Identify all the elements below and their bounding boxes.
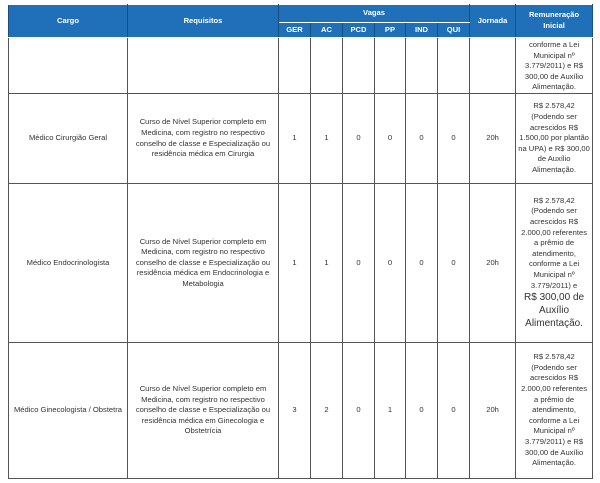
vagas-ind-cell — [405, 37, 438, 94]
vagas-ind-cell: 0 — [405, 93, 438, 184]
jornada-cell: 20h — [469, 342, 517, 479]
table-row: Médico Endocrinologista Curso de Nível Su… — [8, 183, 594, 343]
header-pcd: PCD — [342, 22, 375, 38]
remuneracao-text: conforme a Lei Municipal nº 3.779/2011) … — [524, 40, 584, 92]
jornada-cell — [469, 37, 517, 94]
vagas-pcd-cell: 0 — [342, 183, 375, 343]
table-row: Médico Ginecologista / Obstetra Curso de … — [8, 342, 594, 479]
requisitos-cell — [127, 37, 279, 94]
requisitos-cell: Curso de Nível Superior completo em Medi… — [127, 342, 279, 479]
header-remuneracao: Remuneração Inicial — [515, 4, 594, 38]
header-ind: IND — [405, 22, 438, 38]
header-cargo: Cargo — [8, 4, 128, 38]
remuneracao-text: R$ 2.578,42 (Podendo ser acrescidos R$ 1… — [518, 101, 590, 174]
cargo-cell: Médico Cirurgião Geral — [8, 93, 128, 184]
remuneracao-cell: conforme a Lei Municipal nº 3.779/2011) … — [515, 37, 594, 94]
vagas-pcd-cell: 0 — [342, 342, 375, 479]
vagas-pp-cell: 1 — [374, 342, 406, 479]
vagas-pp-cell: 0 — [374, 93, 406, 184]
cargo-cell — [8, 37, 128, 94]
vagas-ac-cell — [310, 37, 343, 94]
remuneracao-cell: R$ 2.578,42 (Podendo ser acrescidos R$ 2… — [515, 183, 594, 343]
header-jornada: Jornada — [469, 4, 517, 38]
vagas-ind-cell: 0 — [405, 183, 438, 343]
header-ac: AC — [310, 22, 343, 38]
cargo-cell: Médico Endocrinologista — [8, 183, 128, 343]
vagas-pp-cell: 0 — [374, 183, 406, 343]
requisitos-cell: Curso de Nível Superior completo em Medi… — [127, 93, 279, 184]
vagas-ger-cell: 1 — [278, 183, 311, 343]
vagas-ac-cell: 2 — [310, 342, 343, 479]
header-vagas: Vagas — [277, 4, 471, 23]
jornada-cell: 20h — [469, 183, 517, 343]
remuneracao-text: R$ 2.578,42 (Podendo ser acrescidos R$ 2… — [521, 352, 587, 468]
vagas-pp-cell — [374, 37, 406, 94]
vagas-qui-cell — [436, 37, 471, 94]
remuneracao-cell: R$ 2.578,42 (Podendo ser acrescidos R$ 1… — [515, 93, 594, 184]
header-ger: GER — [278, 22, 311, 38]
vagas-qui-cell: 0 — [436, 183, 471, 343]
requisitos-cell: Curso de Nível Superior completo em Medi… — [127, 183, 279, 343]
vagas-qui-cell: 0 — [436, 342, 471, 479]
vagas-ger-cell: 3 — [278, 342, 311, 479]
cargo-cell: Médico Ginecologista / Obstetra — [8, 342, 128, 479]
vagas-ger-cell — [278, 37, 311, 94]
header-qui: QUI — [436, 22, 471, 38]
table-row: Médico Cirurgião Geral Curso de Nível Sup… — [8, 93, 594, 184]
remuneracao-text-large: R$ 300,00 de Auxílio Alimentação. — [524, 292, 585, 330]
vagas-ger-cell: 1 — [278, 93, 311, 184]
vagas-ac-cell: 1 — [310, 93, 343, 184]
vagas-pcd-cell: 0 — [342, 93, 375, 184]
vagas-qui-cell: 0 — [436, 93, 471, 184]
vagas-pcd-cell — [342, 37, 375, 94]
header-pp: PP — [374, 22, 406, 38]
remuneracao-cell: R$ 2.578,42 (Podendo ser acrescidos R$ 2… — [515, 342, 594, 479]
header-requisitos: Requisitos — [127, 4, 279, 38]
vagas-ind-cell: 0 — [405, 342, 438, 479]
vagas-ac-cell: 1 — [310, 183, 343, 343]
table-row: conforme a Lei Municipal nº 3.779/2011) … — [8, 37, 594, 94]
vacancy-table: Cargo Requisitos Vagas Jornada Remuneraç… — [8, 4, 594, 479]
remuneracao-text: R$ 2.578,42 (Podendo ser acrescidos R$ 2… — [521, 195, 587, 290]
jornada-cell: 20h — [469, 93, 517, 184]
